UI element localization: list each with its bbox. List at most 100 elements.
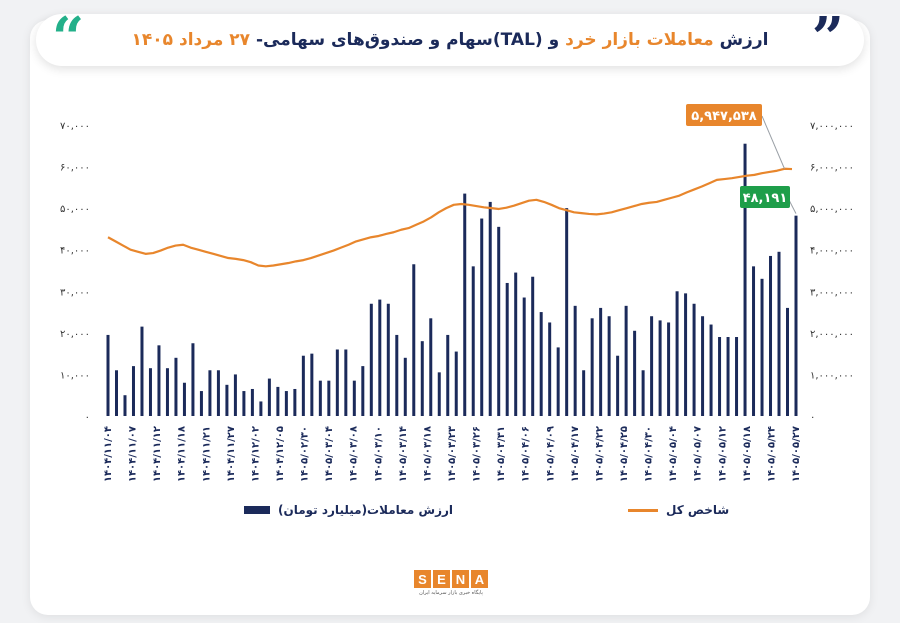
x-tick-label: ۱۴۰۵/۰۵/۲۷ — [791, 426, 802, 482]
x-tick-label: ۱۴۰۴/۱۲/۰۲ — [250, 426, 261, 482]
callout-index-box — [686, 104, 762, 126]
bar — [641, 370, 645, 416]
line-series — [107, 167, 793, 268]
legend-bars-swatch — [244, 506, 270, 514]
bar — [233, 374, 237, 416]
logo-letter: E — [433, 570, 450, 588]
bar — [344, 349, 348, 416]
chart-title: ارزش معاملات بازار خرد و (TAL)سهام و صند… — [132, 30, 769, 50]
title-highlight-1: معاملات بازار خرد — [565, 30, 714, 50]
bar — [556, 347, 560, 416]
bar — [140, 326, 144, 416]
bar — [182, 382, 186, 416]
x-tick-label: ۱۴۰۴/۱۲/۰۵ — [275, 426, 286, 482]
bar — [412, 264, 416, 416]
title-highlight-2: ۲۷ مرداد ۱۴۰۵ — [131, 30, 251, 50]
bar — [208, 370, 212, 416]
bar — [480, 218, 484, 416]
bar — [148, 368, 152, 416]
x-tick-label: ۱۴۰۴/۱۱/۰۷ — [128, 426, 139, 482]
x-tick-label: ۱۴۰۵/۰۳/۰۴ — [324, 426, 335, 482]
bar — [157, 345, 161, 416]
bar — [293, 388, 297, 416]
bar — [726, 337, 730, 416]
bar-series — [106, 143, 798, 416]
bar — [284, 391, 288, 416]
y-right-tick-label: ۳,۰۰۰,۰۰۰ — [810, 287, 854, 298]
bar — [624, 305, 628, 416]
title-part-2: و (TAL)سهام و صندوق‌های سهامی- — [255, 30, 560, 50]
callouts: ۵,۹۴۷,۵۳۸ ۴۸,۱۹۱ — [686, 104, 797, 214]
x-tick-label: ۱۴۰۵/۰۴/۱۷ — [570, 426, 581, 482]
logo-letter: A — [471, 570, 488, 588]
bar — [573, 305, 577, 416]
legend-bars: ارزش معاملات(میلیارد تومان) — [244, 503, 453, 517]
bar — [395, 334, 399, 416]
bar — [658, 320, 662, 416]
y-left-tick-label: ۵۰,۰۰۰ — [60, 204, 90, 215]
bar — [692, 303, 696, 416]
bar — [650, 316, 654, 416]
x-tick-label: ۱۴۰۵/۰۳/۱۸ — [422, 426, 433, 482]
x-tick-label: ۱۴۰۵/۰۵/۱۸ — [742, 426, 753, 482]
bar — [335, 349, 339, 416]
y-right-tick-label: ۴,۰۰۰,۰۰۰ — [810, 246, 854, 257]
y-right-tick-label: ۰ — [810, 412, 815, 423]
y-right-tick-label: ۷,۰۰۰,۰۰۰ — [810, 121, 854, 132]
index-line — [107, 167, 793, 268]
bar — [743, 143, 747, 416]
bar — [420, 341, 424, 416]
bar — [590, 318, 594, 416]
bar — [505, 282, 509, 416]
x-tick-label: ۱۴۰۵/۰۵/۰۷ — [693, 426, 704, 482]
bar — [760, 278, 764, 416]
bar — [735, 337, 739, 416]
bar — [361, 366, 365, 416]
y-right-tick-label: ۱,۰۰۰,۰۰۰ — [810, 370, 854, 381]
bar — [539, 312, 543, 416]
legend-line-label: شاخص کل — [666, 503, 730, 517]
bar — [165, 368, 169, 416]
x-tick-label: ۱۴۰۵/۰۳/۰۸ — [349, 426, 360, 482]
bar — [123, 395, 127, 416]
y-left-tick-label: ۱۰,۰۰۰ — [60, 370, 90, 381]
bar — [352, 380, 356, 416]
bar — [131, 366, 135, 416]
legend-line-swatch — [628, 508, 658, 512]
x-tick-label: ۱۴۰۵/۰۲/۳۰ — [300, 426, 311, 482]
bar — [106, 334, 110, 416]
x-tick-label: ۱۴۰۴/۱۱/۱۸ — [177, 426, 188, 482]
x-tick-label: ۱۴۰۵/۰۵/۱۲ — [717, 426, 728, 482]
bar — [497, 226, 501, 416]
x-tick-label: ۱۴۰۵/۰۳/۳۱ — [496, 426, 507, 482]
logo-letters: S E N A — [414, 570, 488, 588]
x-tick-label: ۱۴۰۵/۰۴/۲۲ — [594, 426, 605, 482]
bar — [488, 201, 492, 416]
y-left-tick-label: ۳۰,۰۰۰ — [60, 287, 90, 298]
left-axis-ticks: ۰ ۱۰,۰۰۰ ۲۰,۰۰۰ ۳۰,۰۰۰ ۴۰,۰۰۰ ۵۰,۰۰۰ ۶۰,۰۰۰ ۷۰,… — [60, 121, 90, 423]
logo-letter: S — [414, 570, 431, 588]
right-axis-ticks: ۰ ۱,۰۰۰,۰۰۰ ۲,۰۰۰,۰۰۰ ۳,۰۰۰,۰۰۰ ۴,۰۰۰,۰۰۰ ۵,۰… — [810, 121, 854, 423]
bar — [446, 334, 450, 416]
bar — [327, 380, 331, 416]
bar — [769, 255, 773, 416]
quote-right-icon: ” — [811, 5, 844, 71]
x-tick-label: ۱۴۰۵/۰۴/۰۶ — [521, 426, 532, 482]
x-tick-label: ۱۴۰۵/۰۴/۳۰ — [644, 426, 655, 482]
x-tick-label: ۱۴۰۵/۰۴/۲۵ — [619, 426, 630, 482]
callout-value-text: ۴۸,۱۹۱ — [743, 191, 788, 206]
bar — [463, 193, 467, 416]
bar — [310, 353, 314, 416]
bar — [667, 322, 671, 416]
bar — [786, 307, 790, 416]
bar — [531, 276, 535, 416]
bar — [403, 357, 407, 416]
x-tick-label: ۱۴۰۵/۰۵/۲۴ — [766, 426, 777, 482]
callout-index-value: ۵,۹۴۷,۵۳۸ — [691, 109, 756, 124]
y-left-tick-label: ۲۰,۰۰۰ — [60, 329, 90, 340]
chart-header: ارزش معاملات بازار خرد و (TAL)سهام و صند… — [36, 14, 864, 66]
bar — [429, 318, 433, 416]
x-tick-label: ۱۴۰۵/۰۳/۱۰ — [373, 426, 384, 482]
bar — [607, 316, 611, 416]
